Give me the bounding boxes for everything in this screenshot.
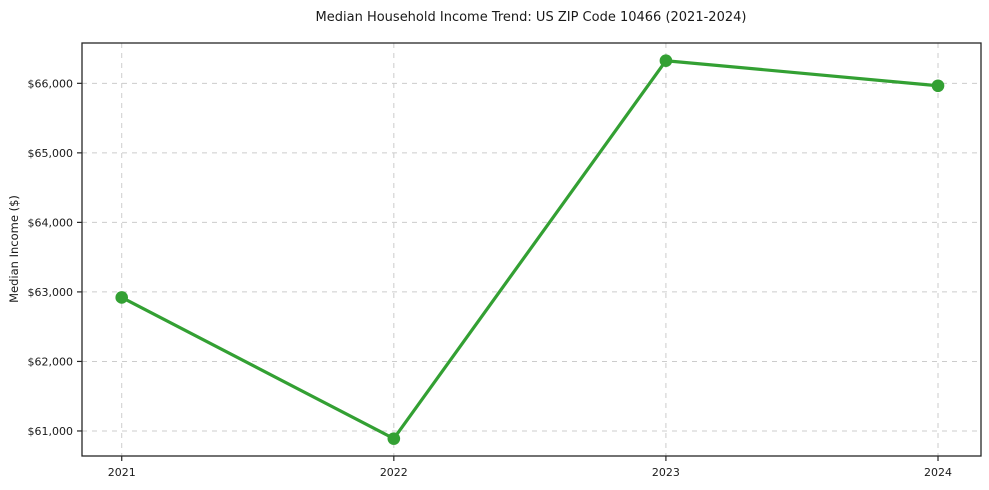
y-tick-label: $65,000 [28, 147, 74, 160]
x-tick-label: 2023 [652, 466, 680, 479]
chart-title: Median Household Income Trend: US ZIP Co… [316, 10, 747, 25]
x-tick-label: 2021 [108, 466, 136, 479]
grid-layer [82, 43, 981, 456]
data-point-marker [931, 79, 945, 93]
y-tick-label: $66,000 [28, 77, 74, 90]
data-point-marker [659, 54, 673, 68]
y-tick-label: $61,000 [28, 425, 74, 438]
y-tick-label: $62,000 [28, 355, 74, 368]
y-tick-label: $64,000 [28, 216, 74, 229]
plot-border [81, 42, 982, 457]
data-point-marker [115, 291, 129, 304]
x-tick-label: 2024 [924, 466, 952, 479]
x-tick-label: 2022 [380, 466, 408, 479]
y-axis-title: Median Income ($) [7, 195, 21, 303]
tick-layer: $61,000 $62,000 $63,000 $64,000 $65,000 $66,0… [28, 77, 953, 479]
y-tick-label: $63,000 [28, 286, 74, 299]
line-series [115, 54, 945, 445]
series-line [120, 59, 940, 441]
data-point-marker [387, 432, 401, 445]
